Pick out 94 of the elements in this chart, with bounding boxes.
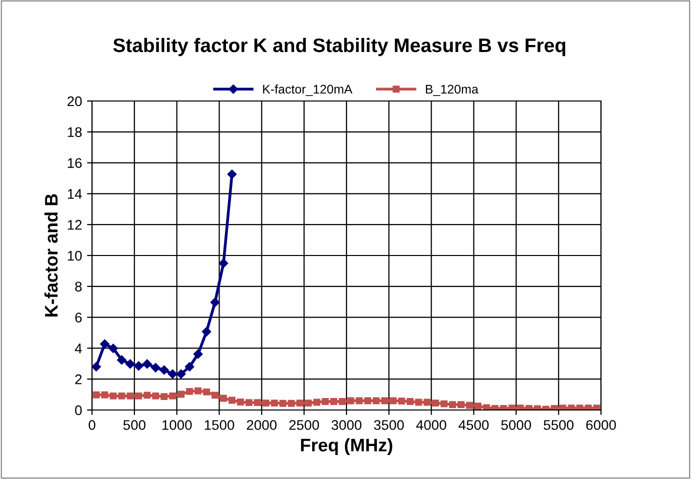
- point: [92, 362, 101, 372]
- point: [203, 388, 210, 396]
- point: [330, 398, 338, 405]
- chart-title: Stability factor K and Stability Measure B vs Freq: [113, 38, 566, 56]
- point: [279, 400, 286, 407]
- point: [108, 344, 118, 353]
- point: [270, 400, 278, 407]
- point: [288, 400, 295, 407]
- point: [101, 391, 108, 398]
- point: [184, 362, 194, 372]
- point: [364, 397, 372, 404]
- point: [110, 392, 117, 400]
- y-tick-label: 12: [68, 220, 82, 230]
- point: [356, 397, 363, 404]
- point: [159, 365, 169, 375]
- point: [227, 170, 237, 179]
- y-tick-label: 20: [68, 96, 82, 106]
- point: [160, 393, 168, 400]
- point: [593, 404, 600, 410]
- y-tick-label: 0: [75, 405, 82, 416]
- point: [415, 398, 422, 406]
- point: [322, 398, 329, 405]
- x-tick-label: 3500: [374, 420, 404, 430]
- y-axis-title: K-factor and B: [44, 194, 58, 316]
- point: [135, 392, 142, 400]
- x-tick-label: 5000: [501, 420, 532, 430]
- y-tick-label: 6: [75, 312, 82, 322]
- point: [210, 298, 220, 307]
- y-tick-label: 2: [75, 374, 82, 384]
- x-tick-label: 4000: [416, 420, 446, 430]
- point: [372, 397, 380, 404]
- point: [381, 397, 388, 404]
- point: [347, 397, 354, 404]
- x-tick-label: 5500: [544, 420, 574, 430]
- point: [432, 400, 440, 407]
- y-tick-label: 18: [68, 127, 82, 138]
- y-tick-label: 8: [75, 282, 82, 292]
- point: [212, 392, 218, 399]
- point: [186, 388, 194, 395]
- x-tick-label: 500: [123, 420, 146, 430]
- x-tick-label: 1000: [162, 420, 192, 430]
- point: [424, 398, 431, 406]
- x-axis-title: Freq (MHz): [301, 438, 392, 456]
- x-tick-label: 1500: [204, 420, 234, 430]
- point: [254, 399, 261, 406]
- point: [117, 355, 126, 365]
- x-tick-label: 0: [88, 420, 96, 430]
- x-tick-label: 6000: [586, 420, 616, 430]
- y-tick-label: 14: [68, 189, 82, 199]
- point: [220, 394, 227, 402]
- point: [304, 400, 312, 407]
- point: [474, 402, 482, 410]
- x-tick-label: 4500: [458, 420, 489, 430]
- point: [228, 396, 236, 404]
- point: [118, 392, 126, 400]
- point: [126, 392, 134, 400]
- point: [202, 327, 212, 336]
- point: [151, 363, 160, 372]
- point: [218, 258, 228, 268]
- point: [483, 404, 490, 410]
- point: [193, 349, 203, 359]
- point: [178, 390, 185, 398]
- point: [134, 361, 144, 371]
- y-tick-label: 4: [74, 344, 82, 354]
- point: [406, 398, 414, 405]
- point: [100, 339, 110, 349]
- point: [296, 400, 304, 407]
- x-tick-label: 2000: [246, 420, 277, 430]
- y-tick-label: 10: [68, 250, 82, 261]
- legend-label: K-factor_120mA: [263, 84, 352, 96]
- point: [390, 397, 397, 404]
- point: [92, 391, 100, 398]
- point: [126, 359, 135, 369]
- point: [176, 369, 186, 379]
- point: [245, 399, 252, 406]
- point: [144, 392, 151, 399]
- point: [152, 392, 160, 400]
- point: [168, 369, 178, 379]
- point: [440, 400, 448, 408]
- point: [194, 387, 202, 394]
- point: [169, 392, 176, 400]
- point: [236, 398, 244, 406]
- point: [338, 398, 346, 405]
- point: [458, 401, 464, 408]
- legend-label: B_120ma: [426, 84, 478, 96]
- x-tick-label: 2500: [289, 420, 319, 430]
- point: [142, 359, 152, 369]
- point: [449, 401, 456, 408]
- point: [262, 400, 270, 407]
- x-tick-label: 3000: [332, 420, 362, 430]
- y-tick-label: 16: [68, 158, 82, 168]
- point: [313, 398, 320, 406]
- point: [398, 398, 406, 405]
- point: [466, 402, 473, 409]
